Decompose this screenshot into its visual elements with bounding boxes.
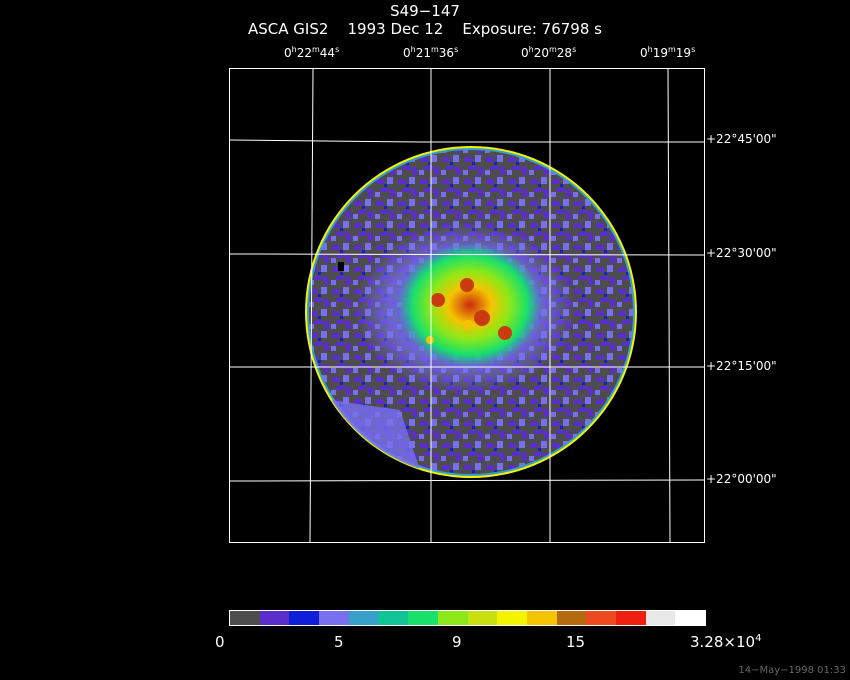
colorbar-swatch-2: [289, 611, 320, 625]
ra-tick-label-2: 0h21m36s: [403, 45, 459, 60]
colorbar-swatch-11: [556, 611, 587, 625]
colorbar-swatch-10: [526, 611, 557, 625]
colorbar-swatch-3: [319, 611, 349, 625]
ra-tick-label-1: 0h22m44s: [284, 45, 340, 60]
timestamp: 14−May−1998 01:33: [738, 665, 846, 676]
colorbar-swatch-6: [408, 611, 438, 625]
field-of-view: [305, 146, 637, 478]
colorbar-label-max: 3.28×104: [690, 633, 762, 651]
colorbar-label-9: 9: [452, 633, 462, 651]
dec-tick-label-3: +22°15'00": [706, 359, 777, 373]
coordinate-grid: [228, 67, 706, 544]
ra-tick-label-4: 0h19m19s: [640, 45, 696, 60]
image-frame: [229, 68, 705, 543]
exposure-label: Exposure: 76798 s: [462, 20, 602, 38]
dec-tick-label-1: +22°45'00": [706, 132, 777, 146]
dec-tick-label-2: +22°30'00": [706, 246, 777, 260]
observation-date: 1993 Dec 12: [347, 20, 444, 38]
plot-subtitle: ASCA GIS2 1993 Dec 12 Exposure: 76798 s: [0, 20, 850, 38]
colorbar-swatch-4: [348, 611, 379, 625]
colorbar-swatch-14: [645, 611, 676, 625]
colorbar-swatch-5: [378, 611, 409, 625]
colorbar-swatch-13: [615, 611, 646, 625]
plot-title: S49−147: [390, 2, 460, 20]
colorbar-label-15: 15: [566, 633, 586, 651]
colorbar-swatch-7: [437, 611, 468, 625]
ra-tick-label-3: 0h20m28s: [521, 45, 577, 60]
colorbar-swatch-9: [497, 611, 527, 625]
dec-tick-label-4: +22°00'00": [706, 472, 777, 486]
colorbar-swatch-1: [259, 611, 290, 625]
colorbar-swatch-0: [230, 611, 260, 625]
colorbar: [229, 610, 706, 626]
colorbar-label-5: 5: [334, 633, 344, 651]
instrument-label: ASCA GIS2: [248, 20, 329, 38]
colorbar-swatch-15: [675, 611, 705, 625]
colorbar-swatch-8: [467, 611, 498, 625]
colorbar-label-0: 0: [215, 633, 225, 651]
colorbar-swatch-12: [586, 611, 616, 625]
